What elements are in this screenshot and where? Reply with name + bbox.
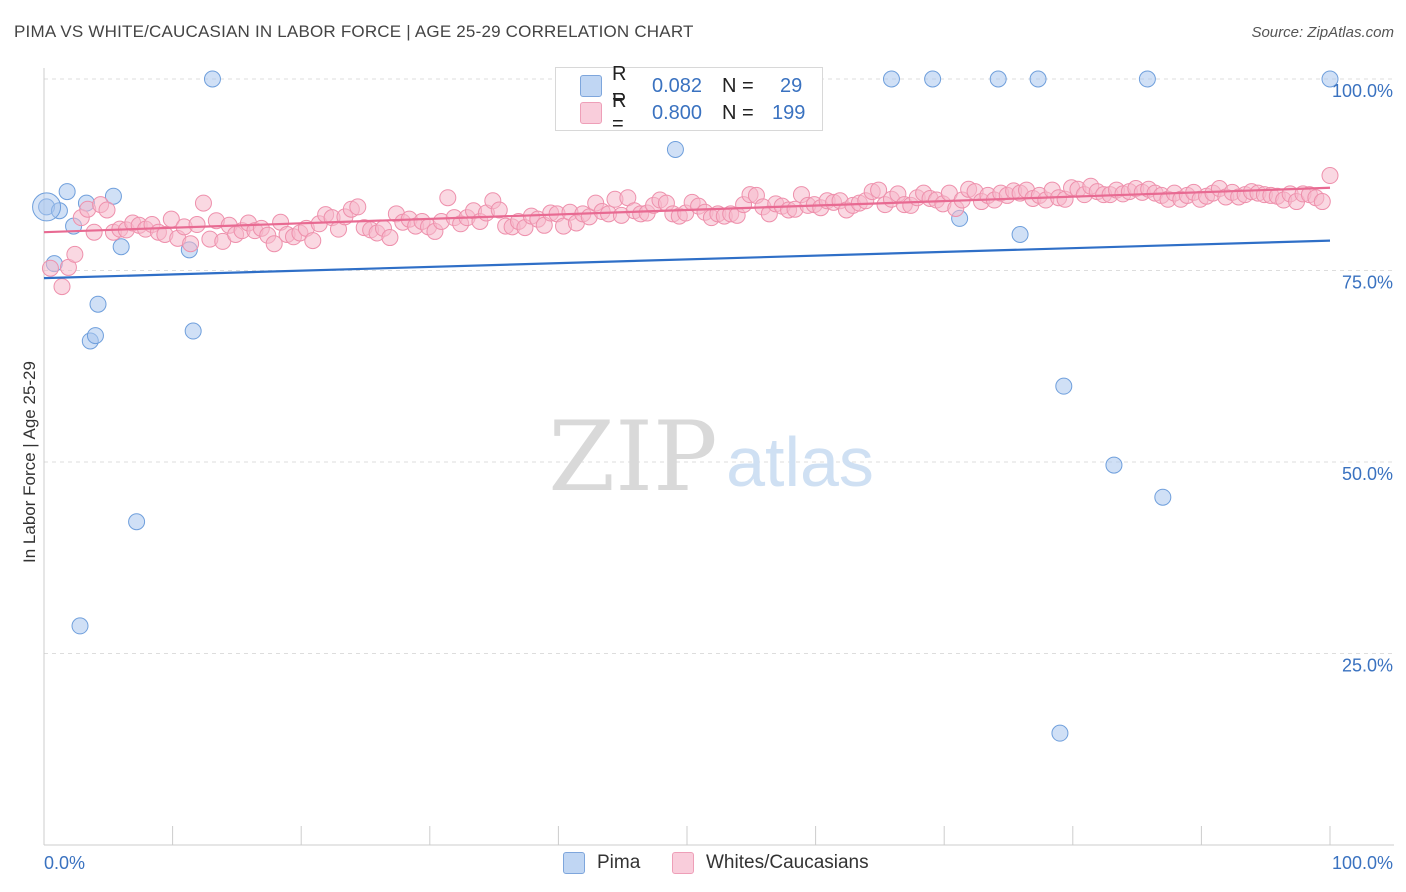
pima-point [924, 70, 942, 88]
pima-point [203, 70, 221, 88]
legend-item-whites: Whites/Caucasians [672, 852, 869, 874]
pima-point-large [32, 192, 62, 222]
pima-point [184, 322, 202, 340]
pima-point [1154, 488, 1172, 506]
whites-point [381, 229, 399, 247]
whites-point [1321, 167, 1339, 185]
legend-item-pima: Pima [563, 852, 640, 874]
r-label: R = [612, 90, 627, 135]
legend-label: Whites/Caucasians [706, 852, 869, 873]
whites-point [188, 216, 206, 234]
chart-title: PIMA VS WHITE/CAUCASIAN IN LABOR FORCE |… [14, 22, 694, 41]
pima-trend-line [43, 239, 1331, 280]
x-tick-label: 100.0% [1332, 853, 1393, 873]
whites-point [265, 235, 283, 253]
legend-label: Pima [597, 852, 641, 873]
pima-point [128, 513, 146, 531]
pima-swatch [563, 852, 585, 874]
pima-point [58, 183, 76, 201]
n-value: 199 [772, 101, 806, 124]
r-label: R = [612, 63, 627, 108]
pima-point [71, 617, 89, 635]
pima-point [1029, 70, 1047, 88]
series-legend: Pima Whites/Caucasians [0, 852, 1406, 876]
pima-point [112, 238, 130, 256]
whites-point [439, 189, 457, 207]
whites-trend-line [43, 186, 1331, 234]
whites-swatch [580, 102, 602, 124]
grid-lines [44, 78, 1394, 654]
y-tick-label: 25.0% [1342, 656, 1393, 676]
pima-point [666, 140, 684, 158]
pima-point [1011, 225, 1029, 243]
y-tick-label: 50.0% [1342, 464, 1393, 484]
legend-row-pima: R = 0.082 N = 29 [556, 63, 803, 108]
pima-point [50, 202, 68, 220]
whites-point [1313, 193, 1331, 211]
pima-point [86, 327, 104, 345]
trend-lines [43, 186, 1331, 280]
source-credit: Source: ZipAtlas.com [1251, 24, 1394, 41]
pima-point [1321, 70, 1339, 88]
legend-row-whites: R = 0.800 N = 199 [556, 90, 806, 135]
pima-point [1051, 724, 1069, 742]
whites-point [194, 194, 212, 212]
stats-legend: R = 0.082 N = 29 R = 0.800 N = 199 [555, 63, 823, 135]
n-label: N = [722, 101, 754, 124]
watermark-zip: ZIP [548, 401, 717, 513]
whites-point [304, 232, 322, 250]
pima-point [89, 295, 107, 313]
tick-labels: 100.0% 75.0% 50.0% 25.0% 0.0% 100.0% [44, 81, 1393, 873]
r-value: 0.082 [652, 74, 703, 97]
whites-point [85, 223, 103, 241]
n-label: N = [722, 74, 754, 97]
pima-point [1055, 377, 1073, 395]
axes [43, 68, 1394, 846]
pima-point [989, 70, 1007, 88]
n-value: 29 [780, 74, 803, 97]
x-tick-label: 0.0% [44, 853, 85, 873]
whites-point [66, 245, 84, 263]
r-value: 0.800 [652, 101, 703, 124]
whites-point [98, 201, 116, 219]
y-tick-label: 100.0% [1332, 81, 1393, 101]
y-tick-label: 75.0% [1342, 273, 1393, 293]
watermark: ZIP atlas [548, 401, 874, 513]
pima-swatch [580, 75, 602, 97]
whites-swatch [672, 852, 694, 874]
whites-point [41, 259, 59, 277]
whites-point [182, 235, 200, 253]
whites-point [870, 181, 888, 199]
pima-point [1105, 456, 1123, 474]
whites-point [490, 201, 508, 219]
whites-point [349, 198, 367, 216]
watermark-atlas: atlas [726, 423, 874, 501]
pima-point [104, 187, 122, 205]
whites-point [53, 278, 71, 296]
pima-point [1138, 70, 1156, 88]
pima-point [882, 70, 900, 88]
